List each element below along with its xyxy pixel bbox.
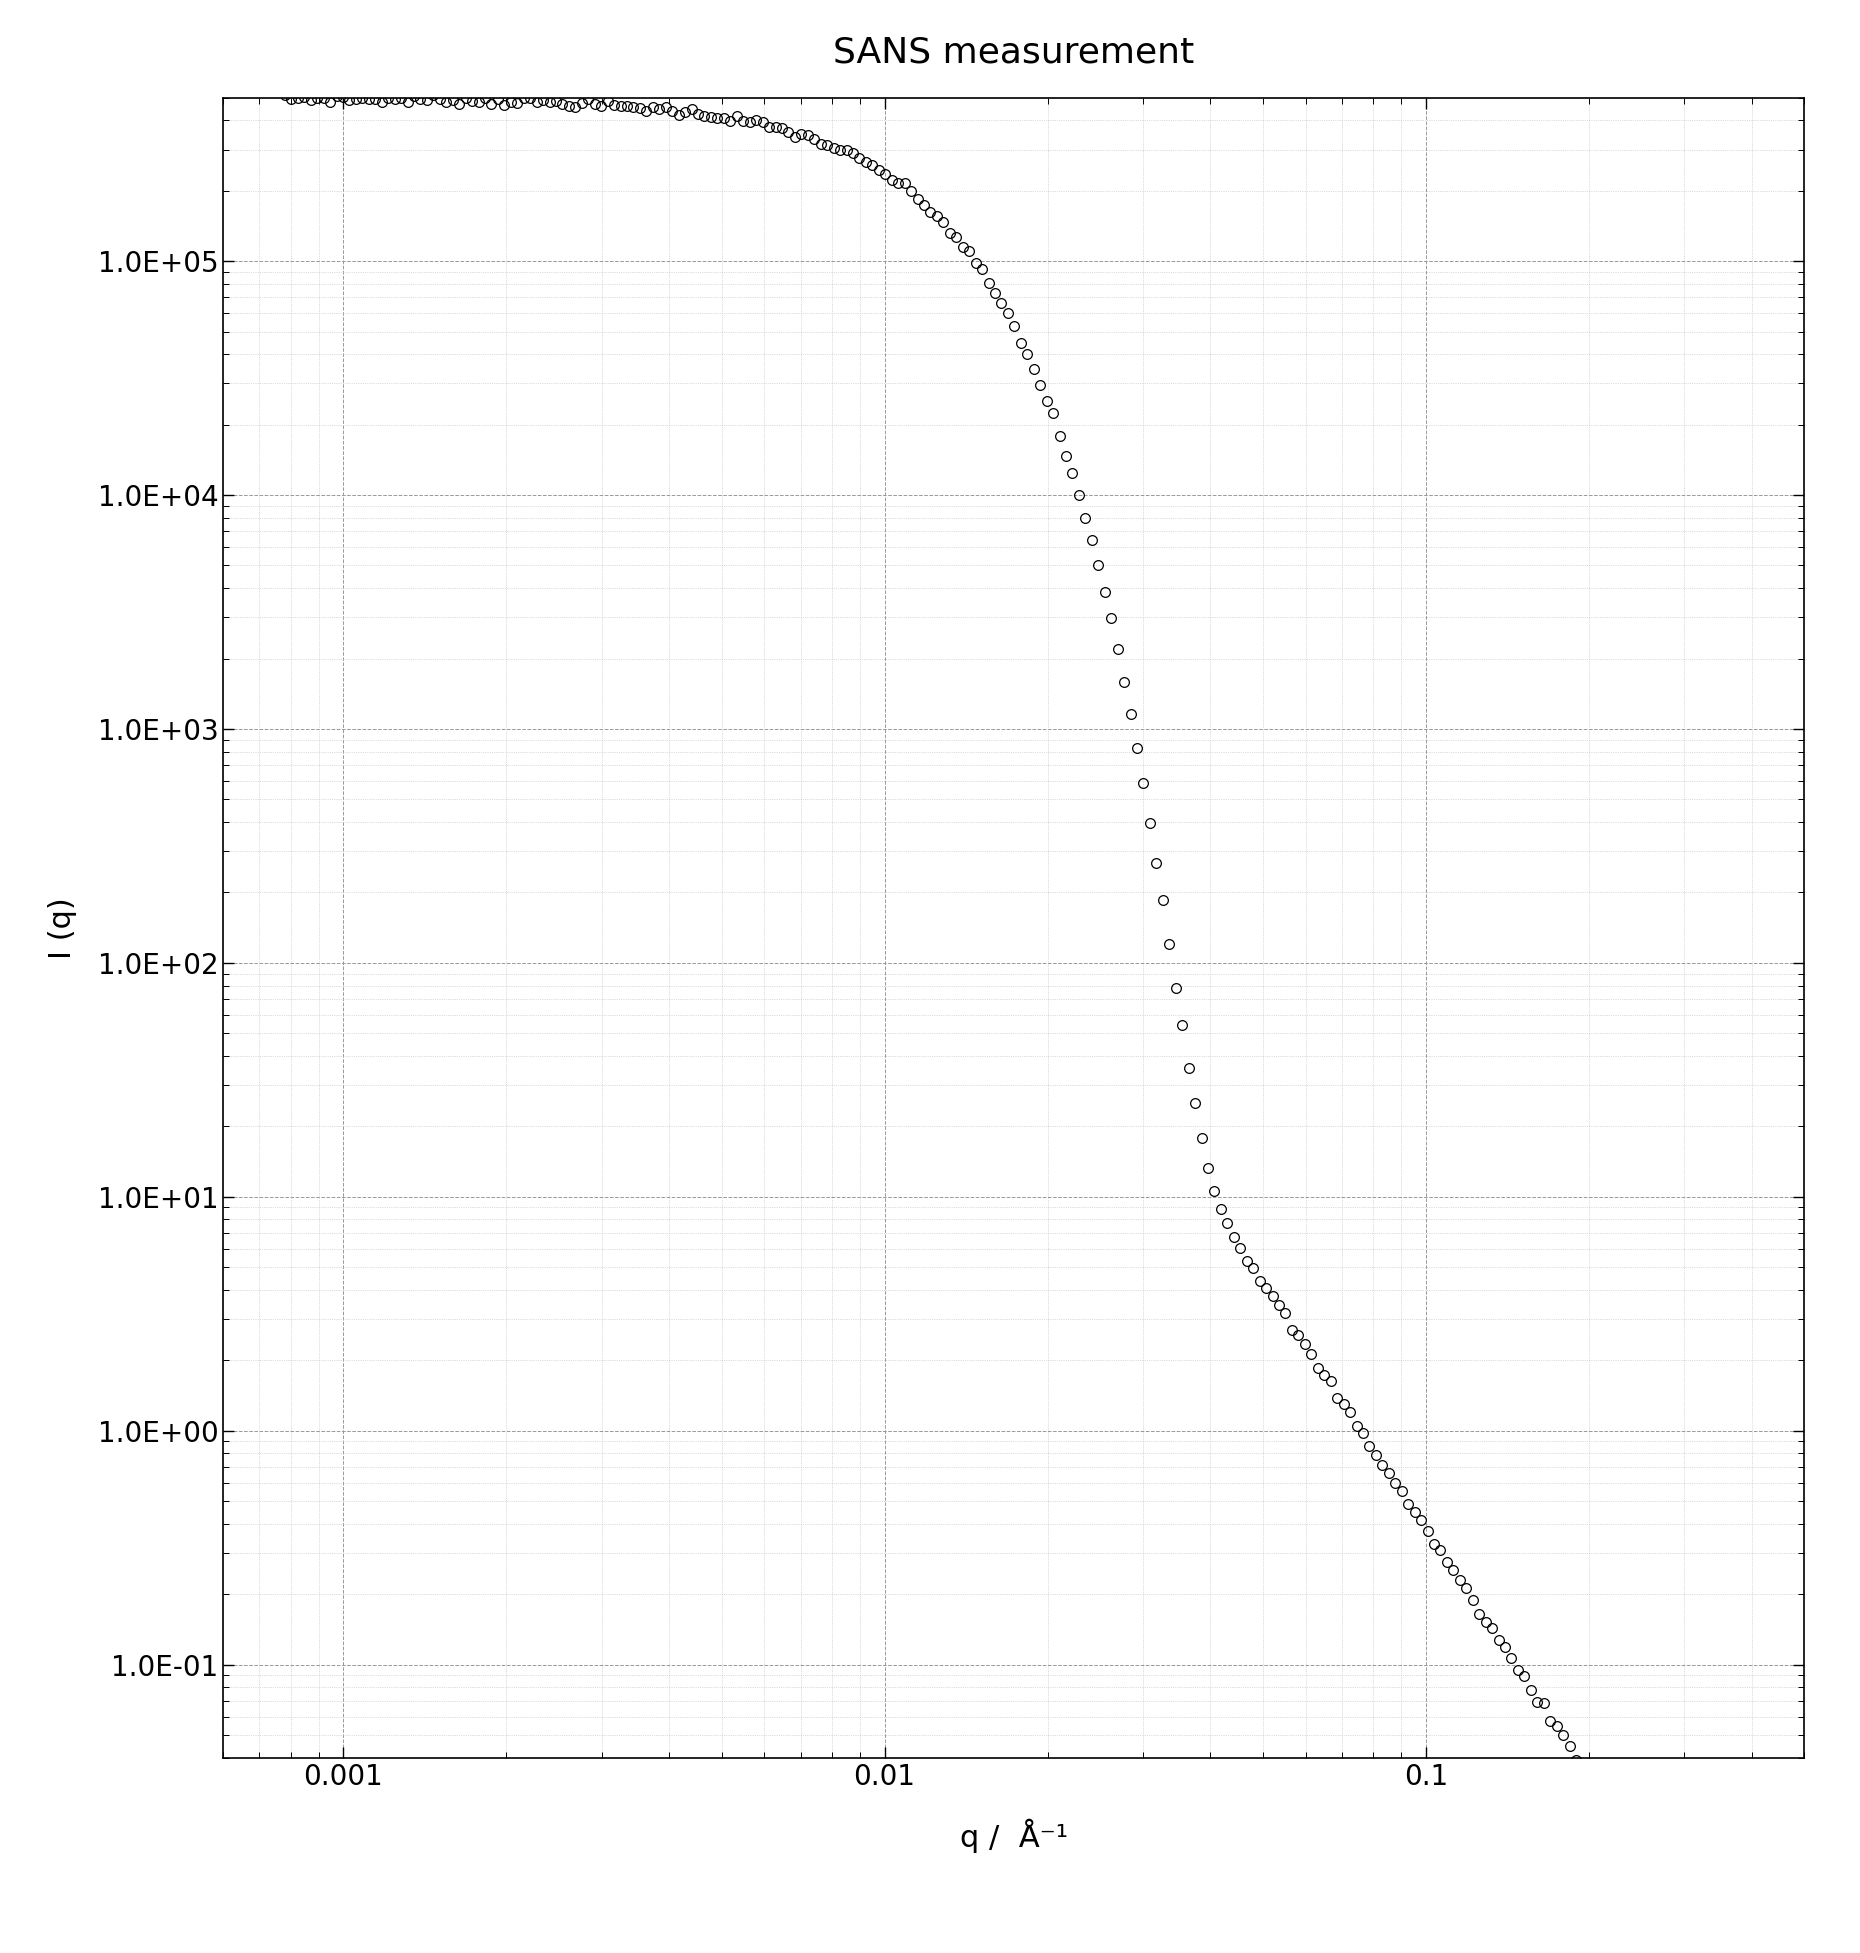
Y-axis label: I (q): I (q) [48, 896, 76, 959]
X-axis label: q /  Å⁻¹: q / Å⁻¹ [960, 1818, 1068, 1853]
Title: SANS measurement: SANS measurement [833, 35, 1194, 70]
